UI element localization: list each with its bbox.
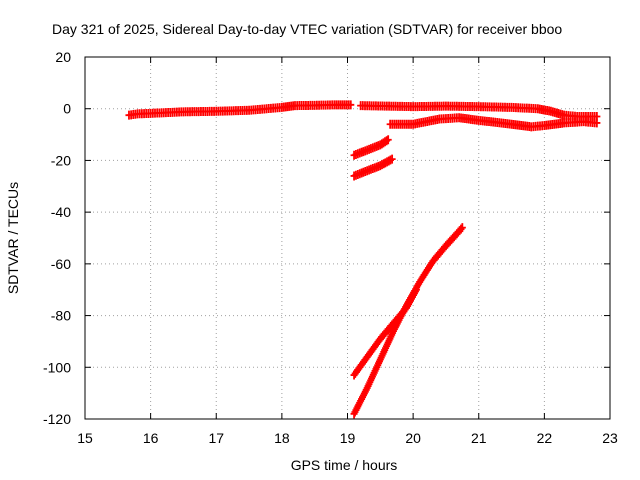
- data-point: [458, 223, 466, 233]
- y-tick-label: -40: [51, 204, 71, 220]
- y-tick-label: -100: [43, 359, 71, 375]
- x-tick-label: 18: [274, 430, 290, 446]
- data-points: [125, 100, 601, 419]
- y-axis-label: SDTVAR / TECUs: [5, 182, 21, 294]
- series-arc-short-upper: [350, 135, 392, 160]
- x-tick-label: 22: [537, 430, 553, 446]
- data-point: [593, 118, 601, 128]
- x-tick-label: 21: [471, 430, 487, 446]
- y-tick-label: -60: [51, 256, 71, 272]
- y-tick-label: 0: [63, 101, 71, 117]
- y-tick-label: -120: [43, 411, 71, 427]
- data-point: [457, 224, 465, 234]
- grid: [85, 57, 610, 419]
- data-point: [347, 100, 355, 110]
- x-tick-label: 16: [143, 430, 159, 446]
- x-tick-label: 17: [208, 430, 224, 446]
- x-tick-label: 23: [602, 430, 618, 446]
- x-tick-label: 19: [340, 430, 356, 446]
- x-tick-label: 20: [405, 430, 421, 446]
- y-tick-label: -20: [51, 152, 71, 168]
- axis-ticks: 15 16 17 18 19 20 21 22 23 20 0 -20 -40 -60 -80 -100 -12…: [43, 49, 618, 446]
- x-tick-label: 15: [77, 430, 93, 446]
- series-arc-short-lower: [350, 154, 396, 181]
- y-tick-label: 20: [55, 49, 71, 65]
- x-axis-label: GPS time / hours: [291, 457, 398, 473]
- data-point: [388, 154, 396, 164]
- series-arc-main-late: [357, 101, 601, 121]
- series-arc-lower-band: [386, 113, 601, 132]
- y-tick-label: -80: [51, 308, 71, 324]
- data-point: [384, 135, 392, 145]
- series-arc-steep-right: [350, 223, 466, 419]
- chart-title: Day 321 of 2025, Sidereal Day-to-day VTE…: [52, 21, 562, 37]
- series-arc-main-early: [125, 100, 355, 120]
